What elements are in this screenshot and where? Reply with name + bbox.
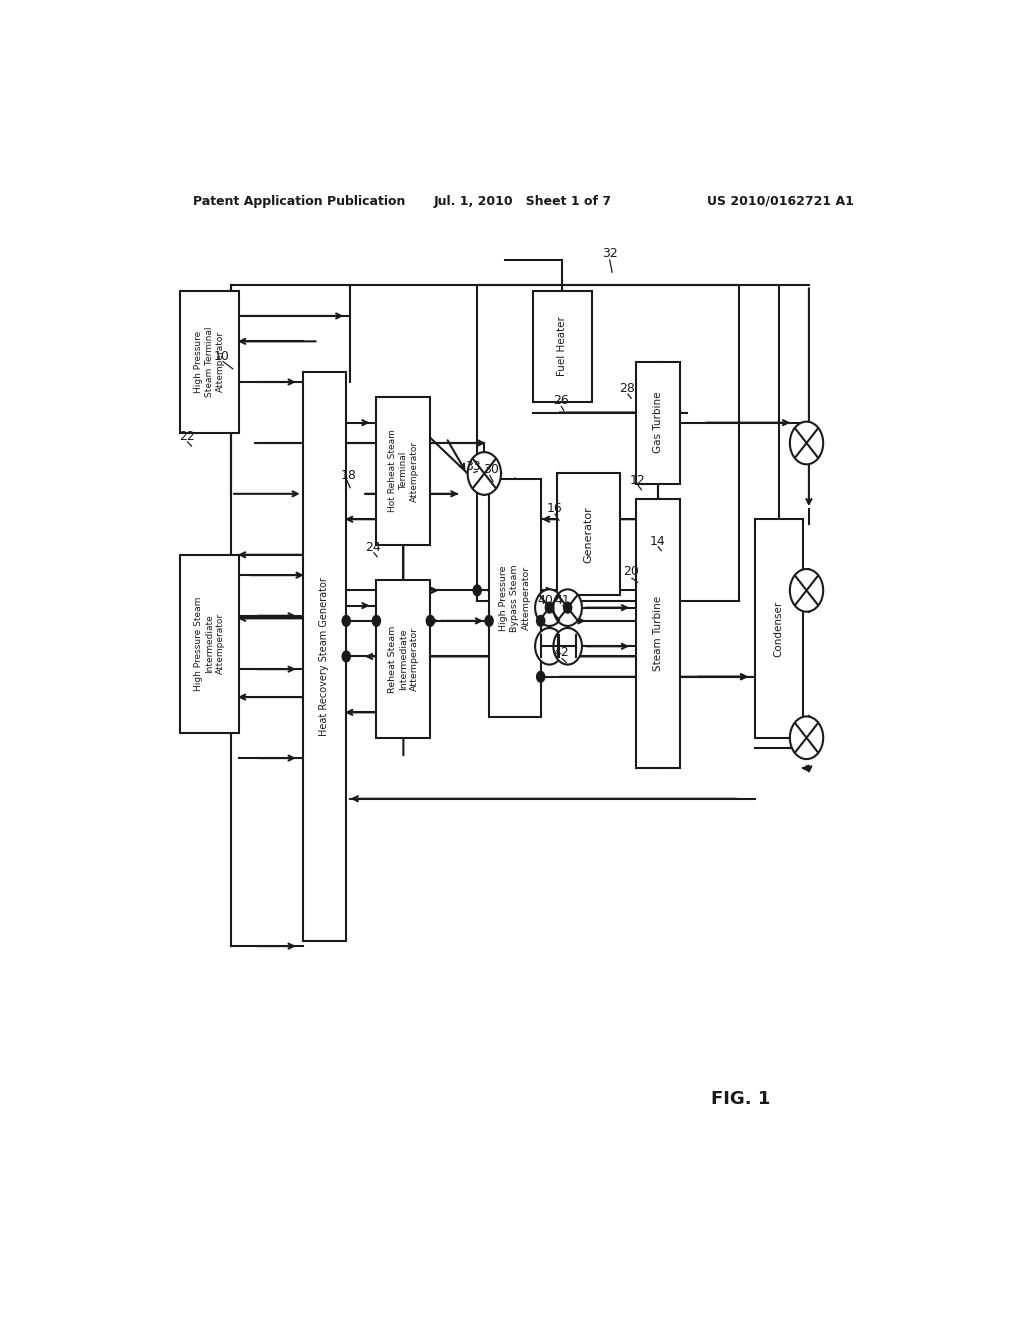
Text: High Pressure Steam
Intermediate
Attemperator: High Pressure Steam Intermediate Attempe… — [194, 597, 225, 690]
Text: Steam Turbine: Steam Turbine — [652, 597, 663, 671]
Circle shape — [553, 589, 582, 626]
Text: 28: 28 — [620, 383, 635, 395]
Bar — [179, 290, 240, 433]
Circle shape — [341, 615, 351, 627]
Bar — [489, 479, 541, 718]
Text: Jul. 1, 2010   Sheet 1 of 7: Jul. 1, 2010 Sheet 1 of 7 — [433, 194, 611, 207]
Bar — [179, 554, 240, 733]
Text: Gas Turbine: Gas Turbine — [652, 392, 663, 453]
Text: 40: 40 — [538, 594, 553, 607]
Text: 12: 12 — [630, 474, 645, 487]
Text: Fuel Heater: Fuel Heater — [557, 317, 567, 376]
Text: Generator: Generator — [584, 506, 593, 562]
Text: Reheat Steam
Intermediate
Attemperator: Reheat Steam Intermediate Attemperator — [388, 626, 419, 693]
Text: Heat Recovery Steam Generator: Heat Recovery Steam Generator — [319, 577, 330, 735]
Text: High Pressure
Bypass Steam
Attemperator: High Pressure Bypass Steam Attemperator — [500, 564, 530, 632]
Text: US 2010/0162721 A1: US 2010/0162721 A1 — [708, 194, 854, 207]
Text: 24: 24 — [366, 541, 381, 553]
Circle shape — [545, 602, 554, 614]
Text: 14: 14 — [649, 535, 666, 548]
Circle shape — [536, 671, 546, 682]
Text: 30: 30 — [483, 463, 500, 477]
Bar — [557, 474, 621, 595]
Bar — [377, 397, 430, 545]
Text: FIG. 1: FIG. 1 — [712, 1089, 771, 1107]
Text: Condenser: Condenser — [774, 601, 783, 656]
Bar — [377, 581, 430, 738]
Circle shape — [372, 615, 381, 627]
Text: 33: 33 — [465, 461, 481, 474]
Circle shape — [790, 569, 823, 611]
Text: High Pressure
Steam Terminal
Attemperator: High Pressure Steam Terminal Attemperato… — [194, 326, 225, 397]
Bar — [755, 519, 803, 738]
Bar — [303, 372, 346, 941]
Text: 26: 26 — [553, 395, 569, 408]
Text: 41: 41 — [554, 594, 570, 607]
Text: 16: 16 — [547, 502, 563, 515]
Circle shape — [553, 628, 582, 664]
Circle shape — [563, 602, 572, 614]
Circle shape — [341, 651, 351, 663]
Text: 42: 42 — [553, 647, 569, 660]
Circle shape — [484, 615, 494, 627]
Circle shape — [536, 589, 563, 626]
Circle shape — [472, 585, 482, 597]
Text: 32: 32 — [602, 247, 617, 260]
Bar — [636, 362, 680, 483]
Text: Patent Application Publication: Patent Application Publication — [194, 194, 406, 207]
Circle shape — [536, 628, 563, 664]
Bar — [636, 499, 680, 768]
Circle shape — [790, 421, 823, 465]
Text: 20: 20 — [624, 565, 639, 578]
Text: 22: 22 — [179, 430, 196, 444]
Text: Hot Reheat Steam
Terminal
Attemperator: Hot Reheat Steam Terminal Attemperator — [388, 429, 419, 512]
Circle shape — [790, 717, 823, 759]
Circle shape — [426, 615, 435, 627]
Bar — [532, 290, 592, 403]
Circle shape — [536, 615, 546, 627]
Circle shape — [468, 453, 501, 495]
Text: 10: 10 — [214, 350, 229, 363]
Text: 18: 18 — [341, 469, 356, 482]
